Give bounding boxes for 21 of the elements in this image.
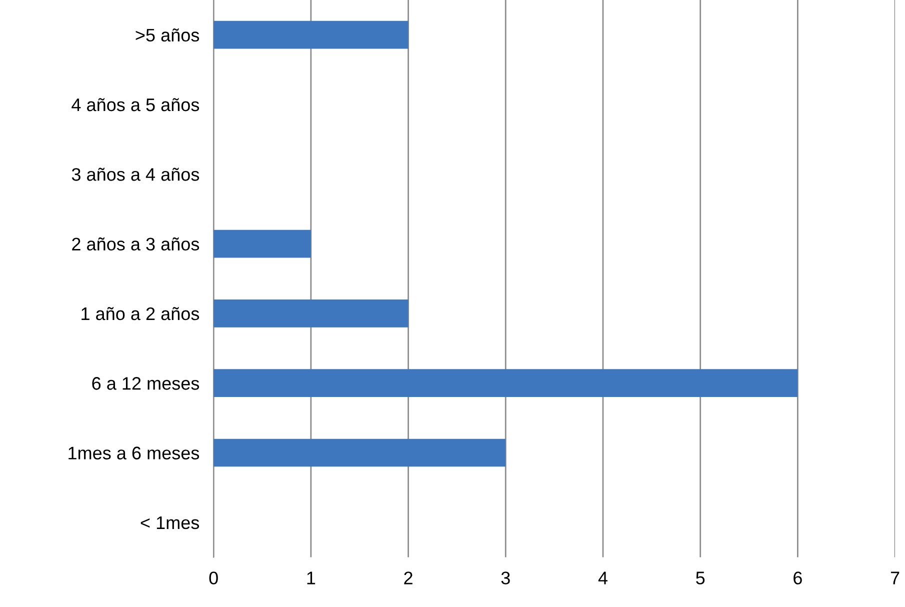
x-tick-label: 7 <box>890 572 900 584</box>
y-tick-label: 1 año a 2 años <box>82 307 200 320</box>
y-tick-label: 1mes a 6 meses <box>68 446 200 460</box>
bar <box>214 369 798 398</box>
x-tick-label: 4 <box>598 572 608 584</box>
x-tick-label: 2 <box>404 572 412 584</box>
x-tick-label: 0 <box>209 572 218 584</box>
y-tick-label: 2 años a 3 años <box>72 237 200 251</box>
y-tick-label: 4 años a 5 años <box>72 98 200 112</box>
bar <box>214 230 311 258</box>
bar <box>214 438 506 467</box>
y-tick-label: 6 a 12 meses <box>92 377 200 390</box>
y-tick-label: < 1mes <box>140 516 200 530</box>
x-tick-label: 3 <box>501 572 510 584</box>
x-tick-label: 6 <box>794 572 802 584</box>
x-tick-label: 1 <box>307 572 316 584</box>
y-tick-label: >5 años <box>136 28 200 42</box>
x-tick-label: 5 <box>696 572 705 584</box>
bar <box>214 20 408 49</box>
y-tick-label: 3 años a 4 años <box>72 168 200 181</box>
bar <box>214 300 408 328</box>
